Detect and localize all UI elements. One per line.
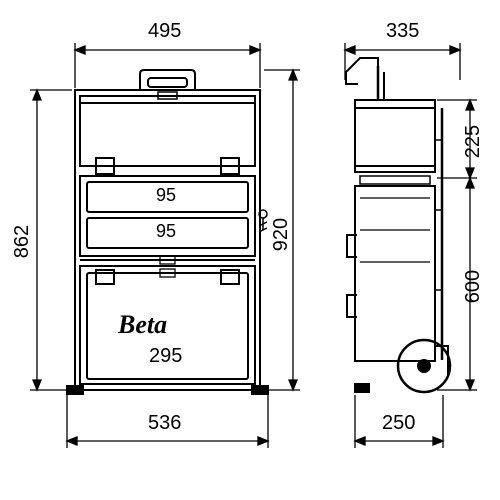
dim-bottom-compartment: 295 bbox=[149, 345, 182, 368]
dim-side-lower: 600 bbox=[462, 270, 485, 303]
front-view bbox=[30, 43, 300, 448]
dim-side-upper: 225 bbox=[462, 125, 485, 158]
dim-front-left: 862 bbox=[11, 225, 34, 258]
technical-drawing: 495 536 862 920 95 95 295 Beta 335 250 2… bbox=[0, 0, 500, 500]
dim-drawer1: 95 bbox=[156, 185, 176, 206]
dim-front-right: 920 bbox=[270, 218, 293, 251]
side-view bbox=[345, 43, 477, 448]
dim-side-top: 335 bbox=[386, 20, 419, 43]
dim-front-bottom: 536 bbox=[148, 412, 181, 435]
dim-drawer2: 95 bbox=[156, 221, 176, 242]
dim-front-top: 495 bbox=[148, 20, 181, 43]
drawing-svg bbox=[0, 0, 500, 500]
dim-side-bottom: 250 bbox=[382, 412, 415, 435]
brand-label: Beta bbox=[118, 310, 167, 340]
